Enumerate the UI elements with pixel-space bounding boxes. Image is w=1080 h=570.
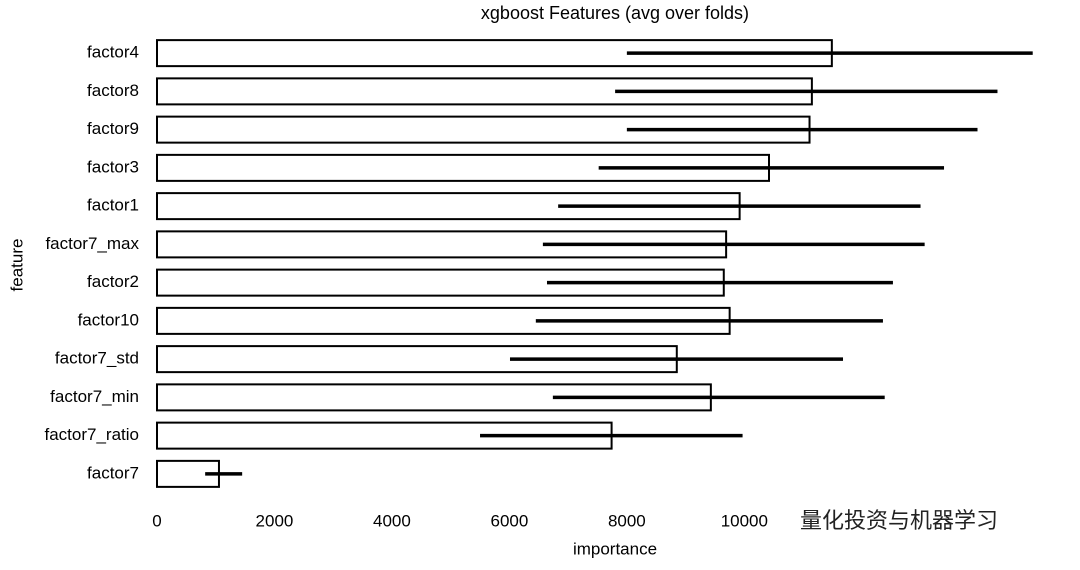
bar xyxy=(156,421,613,450)
y-tick-label: factor2 xyxy=(87,272,139,291)
y-tick-label: factor1 xyxy=(87,196,139,215)
y-tick-label: factor7_std xyxy=(55,349,139,368)
y-axis-label: feature xyxy=(7,239,26,292)
x-tick-label: 2000 xyxy=(256,511,294,530)
x-tick-label: 4000 xyxy=(373,511,411,530)
chart-title: xgboost Features (avg over folds) xyxy=(481,3,749,23)
y-tick-label: factor10 xyxy=(78,310,139,329)
y-tick-label: factor8 xyxy=(87,81,139,100)
y-tick-label: factor7_min xyxy=(50,387,139,406)
y-tick-label: factor3 xyxy=(87,157,139,176)
x-axis-label: importance xyxy=(573,539,657,558)
y-tick-label: factor7_max xyxy=(45,234,139,253)
x-tick-label: 8000 xyxy=(608,511,646,530)
y-tick-label: factor4 xyxy=(87,43,139,62)
y-tick-label: factor7 xyxy=(87,463,139,482)
y-tick-label: factor9 xyxy=(87,119,139,138)
watermark: 量化投资与机器学习 xyxy=(800,508,998,533)
x-tick-label: 0 xyxy=(152,511,161,530)
x-tick-label: 6000 xyxy=(490,511,528,530)
x-tick-label: 10000 xyxy=(721,511,768,530)
y-tick-label: factor7_ratio xyxy=(45,425,140,444)
